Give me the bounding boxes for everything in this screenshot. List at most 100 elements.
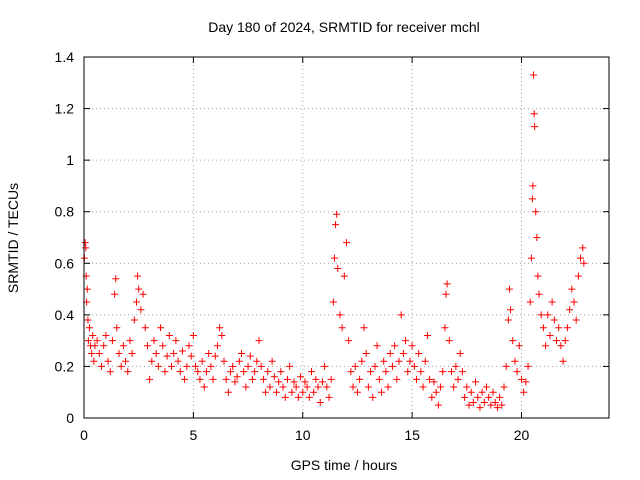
data-point xyxy=(174,357,182,365)
data-point xyxy=(316,399,324,407)
data-point xyxy=(507,306,515,314)
data-point xyxy=(95,350,103,358)
data-point xyxy=(235,357,243,365)
data-point xyxy=(336,311,344,319)
data-point xyxy=(502,362,510,370)
data-point xyxy=(122,357,130,365)
data-point xyxy=(338,324,346,332)
data-point xyxy=(154,362,162,370)
y-axis-label: SRMTID / TECUs xyxy=(5,183,21,293)
data-point xyxy=(189,331,197,339)
data-point xyxy=(439,368,447,376)
data-point xyxy=(207,362,215,370)
x-tick-label: 0 xyxy=(80,427,88,443)
data-point xyxy=(183,362,191,370)
data-point xyxy=(246,352,254,360)
data-point xyxy=(308,368,315,376)
data-point xyxy=(434,401,442,409)
x-tick-label: 10 xyxy=(295,427,311,443)
data-point xyxy=(570,298,578,306)
data-point xyxy=(384,383,392,391)
data-point xyxy=(192,362,200,370)
data-point xyxy=(493,404,501,412)
data-point xyxy=(474,393,482,401)
data-point xyxy=(113,324,121,332)
data-point xyxy=(524,362,532,370)
data-point xyxy=(218,331,226,339)
data-point xyxy=(176,368,184,376)
data-point xyxy=(286,362,294,370)
data-point xyxy=(187,352,195,360)
data-point xyxy=(430,378,438,386)
data-point xyxy=(572,316,580,324)
data-point xyxy=(526,298,534,306)
data-point xyxy=(437,383,445,391)
data-point xyxy=(209,375,217,383)
data-point xyxy=(150,337,158,345)
data-point xyxy=(537,311,545,319)
data-point xyxy=(141,324,149,332)
data-point xyxy=(299,388,307,396)
data-point xyxy=(371,362,379,370)
data-point xyxy=(220,357,228,365)
data-point xyxy=(391,342,399,350)
data-point xyxy=(561,337,569,345)
data-point xyxy=(233,373,241,381)
data-point xyxy=(410,362,418,370)
data-point xyxy=(170,350,178,358)
data-point xyxy=(577,254,585,262)
data-point xyxy=(419,383,427,391)
data-point xyxy=(408,342,416,350)
data-point xyxy=(137,306,145,314)
data-point xyxy=(568,285,576,293)
axes: 0 0.2 0.4 0.6 0.8 1 1.2 1.4 0 5 10 15 20 xyxy=(55,49,609,443)
data-point xyxy=(546,331,554,339)
data-point xyxy=(224,388,232,396)
data-point xyxy=(467,388,475,396)
data-point xyxy=(262,388,270,396)
data-point xyxy=(115,350,123,358)
y-tick-label: 0.6 xyxy=(55,255,75,271)
data-point xyxy=(312,375,320,383)
data-point xyxy=(240,368,248,376)
data-point xyxy=(205,350,213,358)
data-point xyxy=(108,337,116,345)
data-point xyxy=(452,362,460,370)
data-point xyxy=(458,368,466,376)
data-point xyxy=(515,342,523,350)
data-point xyxy=(178,347,186,355)
data-point xyxy=(275,378,283,386)
data-point xyxy=(397,311,405,319)
data-point xyxy=(292,383,300,391)
chart-title: Day 180 of 2024, SRMTID for receiver mch… xyxy=(208,19,480,35)
data-point xyxy=(563,324,571,332)
data-point xyxy=(382,368,390,376)
data-point xyxy=(399,350,407,358)
data-point xyxy=(548,298,556,306)
data-point xyxy=(112,275,120,283)
data-point xyxy=(406,357,414,365)
data-point xyxy=(505,285,513,293)
data-point xyxy=(244,362,252,370)
data-point xyxy=(530,71,538,79)
x-tick-label: 15 xyxy=(404,427,420,443)
data-point xyxy=(152,350,160,358)
data-point xyxy=(550,316,558,324)
data-point xyxy=(332,221,340,229)
data-point xyxy=(542,342,550,350)
data-point xyxy=(476,404,484,412)
data-point xyxy=(165,331,173,339)
data-point xyxy=(198,357,206,365)
data-point xyxy=(128,350,136,358)
data-point xyxy=(84,316,92,324)
data-point xyxy=(351,362,359,370)
data-point xyxy=(81,239,89,247)
data-point xyxy=(395,357,403,365)
data-point xyxy=(472,378,480,386)
data-point xyxy=(441,324,449,332)
y-tick-label: 0.8 xyxy=(55,204,75,220)
data-point xyxy=(367,368,375,376)
data-point xyxy=(203,368,210,376)
data-point xyxy=(130,316,138,324)
data-point xyxy=(281,393,289,401)
